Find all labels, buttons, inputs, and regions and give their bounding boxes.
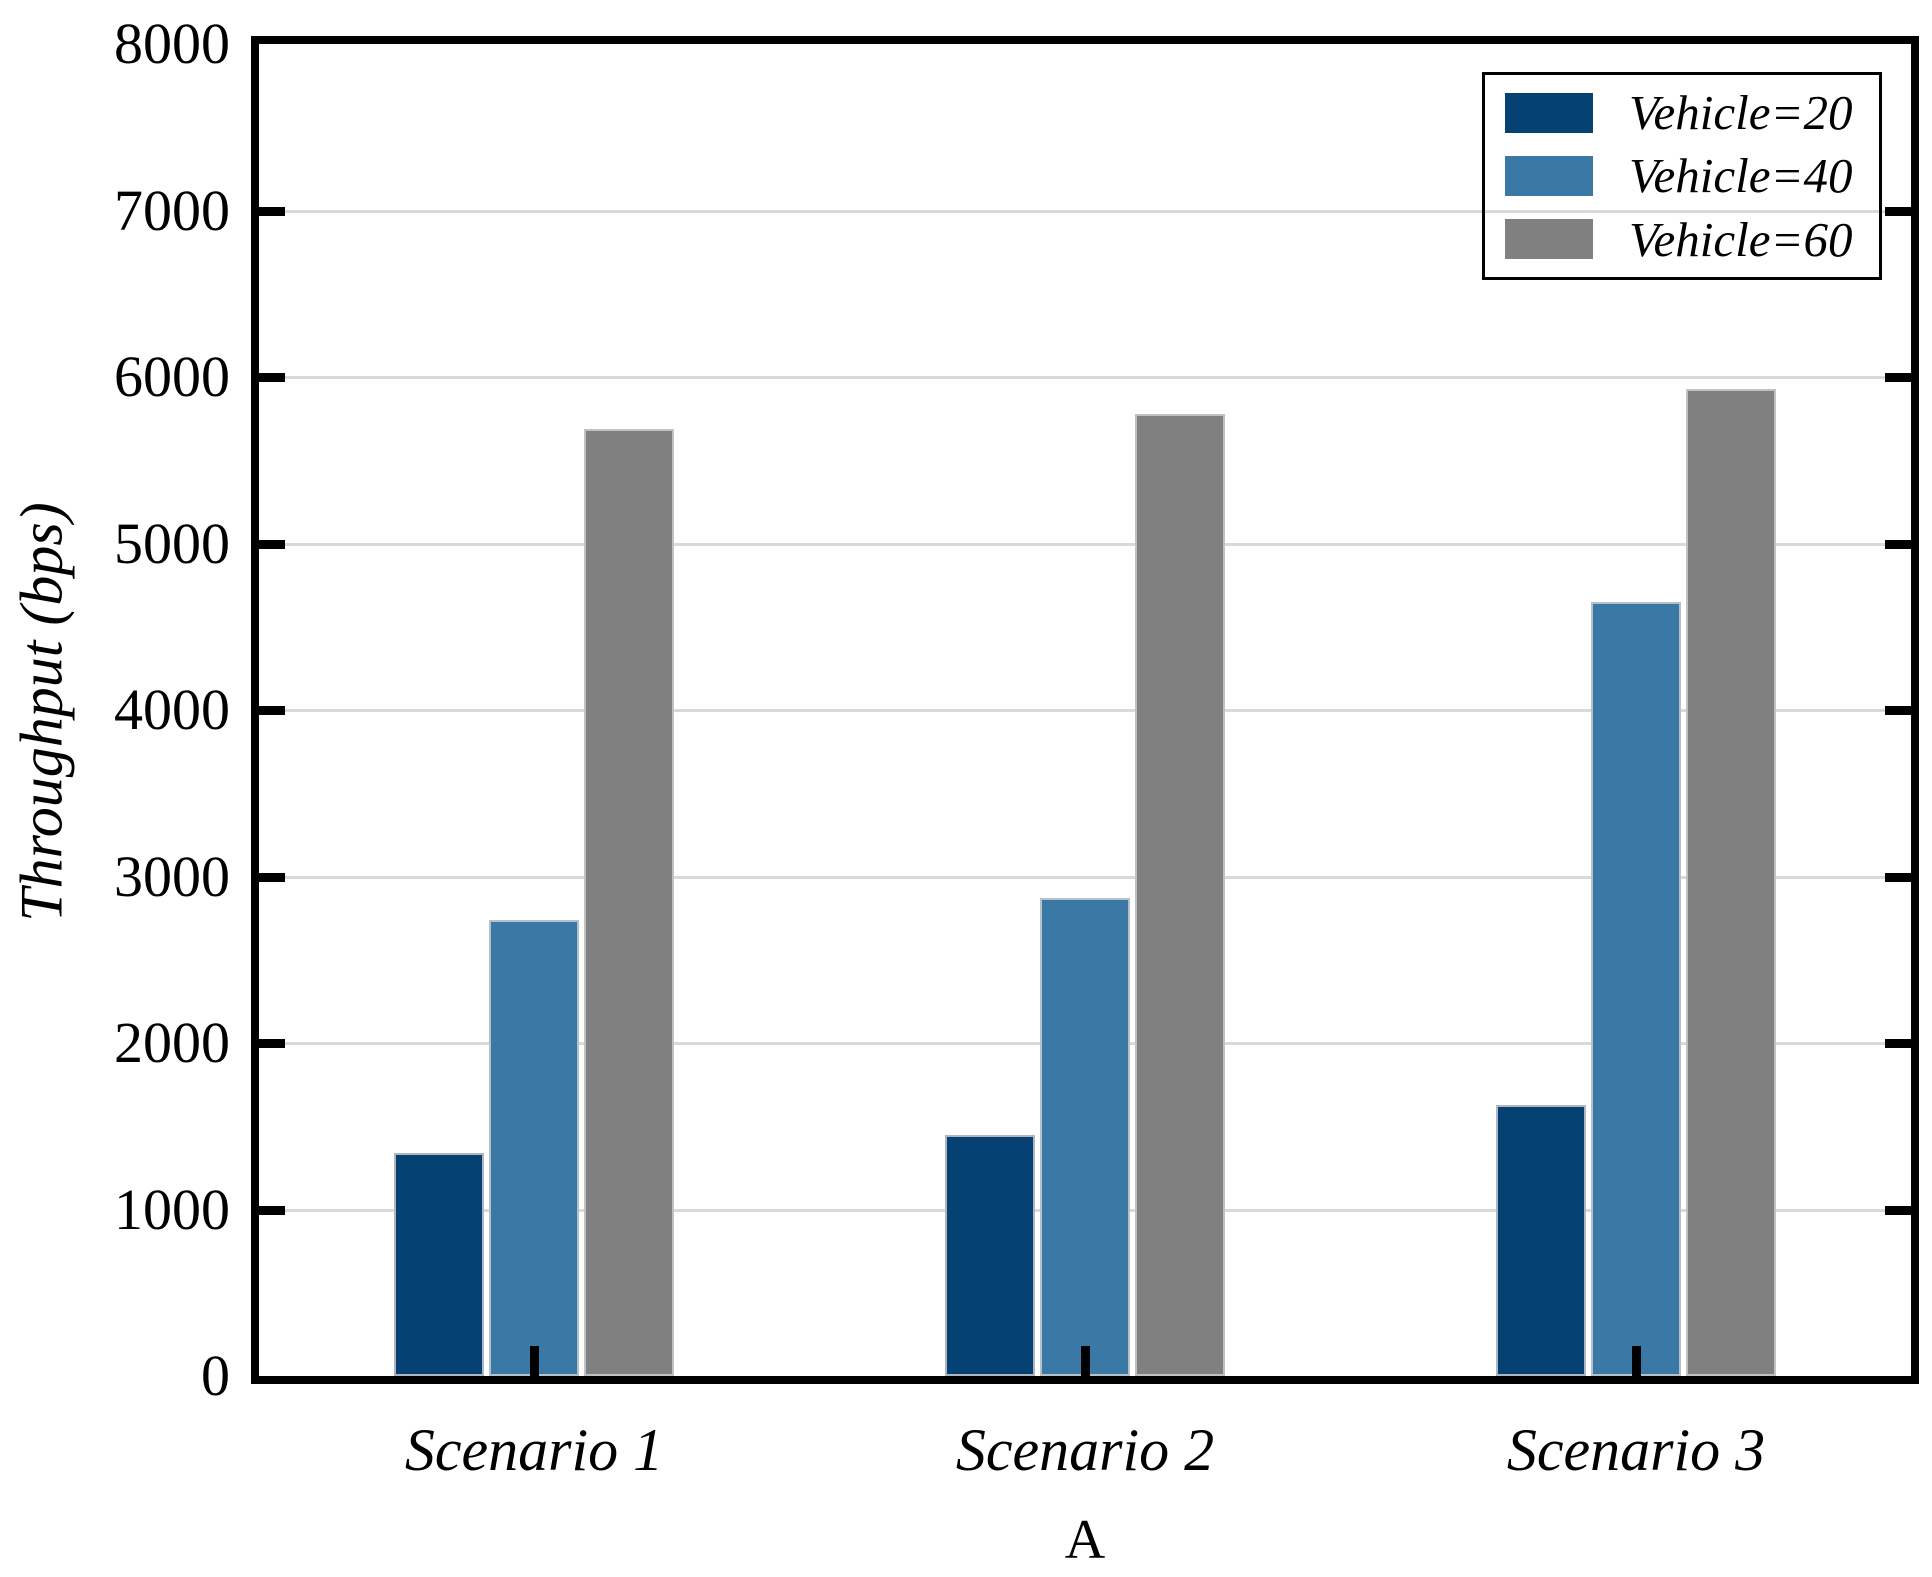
y-tick-label: 0 xyxy=(201,1343,230,1408)
y-tick-label: 6000 xyxy=(114,344,230,409)
bar-vehicle-60-scenario-3 xyxy=(1686,389,1776,1376)
bar-vehicle-20-scenario-1 xyxy=(394,1153,484,1376)
y-tick-mark-right xyxy=(1885,206,1911,216)
x-tick-mark xyxy=(1081,1346,1090,1376)
y-tick-mark-left xyxy=(259,539,285,549)
y-tick-label: 7000 xyxy=(114,177,230,243)
y-tick-label: 3000 xyxy=(114,843,230,909)
legend-row: Vehicle=60 xyxy=(1505,211,1879,268)
y-tick-mark-right xyxy=(1885,706,1911,715)
y-tick-mark-right xyxy=(1885,1039,1911,1048)
legend: Vehicle=20 Vehicle=40 Vehicle=60 xyxy=(1482,72,1882,280)
bar-vehicle-20-scenario-3 xyxy=(1496,1105,1586,1376)
y-tick-mark-right xyxy=(1885,872,1911,882)
y-tick-mark-right xyxy=(1885,1205,1911,1215)
bar-vehicle-40-scenario-2 xyxy=(1040,898,1130,1376)
legend-label: Vehicle=60 xyxy=(1629,211,1853,267)
y-tick-label: 5000 xyxy=(114,510,230,576)
y-tick-mark-left xyxy=(259,373,285,382)
y-tick-mark-left xyxy=(259,1039,285,1048)
legend-swatch xyxy=(1505,155,1593,196)
gridline xyxy=(259,709,1911,712)
x-tick-mark xyxy=(530,1346,539,1376)
legend-label: Vehicle=40 xyxy=(1629,148,1853,204)
bar-vehicle-40-scenario-1 xyxy=(489,920,579,1376)
y-tick-mark-left xyxy=(259,206,285,216)
category-label: Scenario 2 xyxy=(955,1417,1215,1483)
y-tick-label: 2000 xyxy=(114,1010,230,1075)
gridline xyxy=(259,542,1911,546)
legend-swatch xyxy=(1505,92,1593,133)
x-tick-mark xyxy=(1632,1346,1641,1376)
gridline xyxy=(259,875,1911,879)
y-tick-label: 8000 xyxy=(114,11,230,76)
category-label: Scenario 1 xyxy=(404,1417,664,1483)
category-label: Scenario 3 xyxy=(1506,1417,1766,1483)
legend-row: Vehicle=40 xyxy=(1505,147,1879,204)
y-tick-mark-left xyxy=(259,872,285,882)
legend-swatch xyxy=(1505,219,1593,260)
gridline xyxy=(259,209,1911,213)
y-tick-label: 4000 xyxy=(114,677,230,742)
legend-row: Vehicle=20 xyxy=(1505,84,1879,141)
y-tick-mark-right xyxy=(1885,373,1911,382)
bar-vehicle-60-scenario-1 xyxy=(584,429,674,1376)
bar-vehicle-40-scenario-3 xyxy=(1591,602,1681,1376)
y-tick-mark-right xyxy=(1885,539,1911,549)
bar-vehicle-20-scenario-2 xyxy=(945,1135,1035,1376)
y-tick-label: 1000 xyxy=(114,1176,230,1242)
x-axis-title: A xyxy=(1064,1509,1106,1571)
gridline xyxy=(259,376,1911,379)
bar-vehicle-60-scenario-2 xyxy=(1135,414,1225,1376)
legend-label: Vehicle=20 xyxy=(1629,85,1853,141)
y-tick-mark-left xyxy=(259,1205,285,1215)
y-tick-mark-left xyxy=(259,706,285,715)
